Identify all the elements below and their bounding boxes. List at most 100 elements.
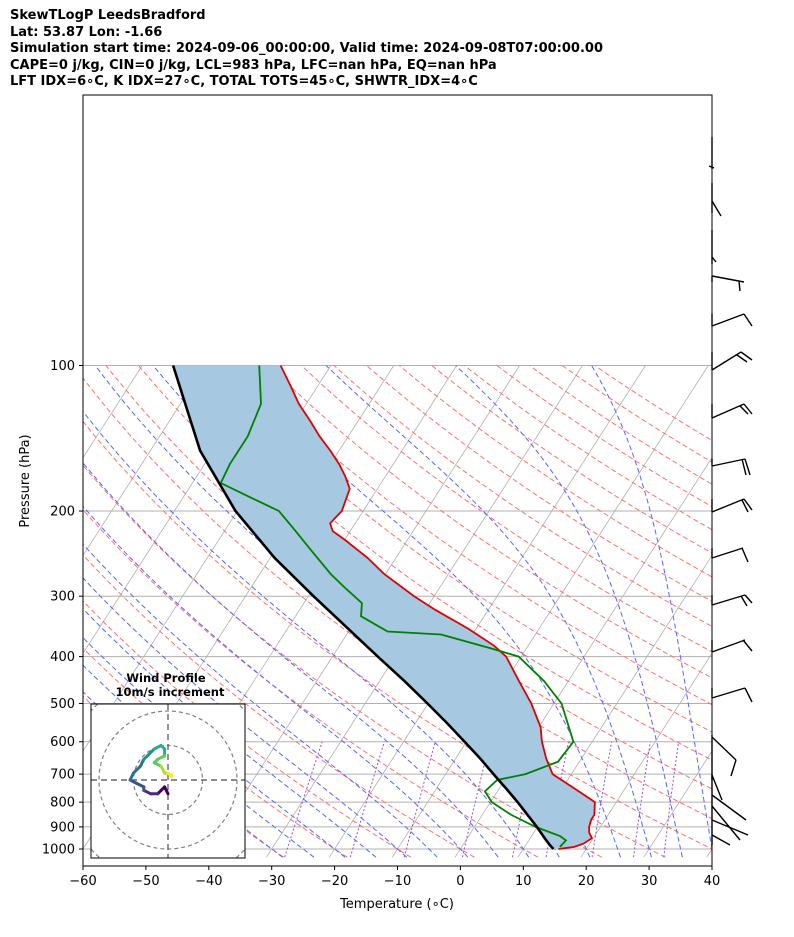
x-tick-label: 20	[578, 874, 595, 889]
dry-adiabat	[83, 554, 475, 858]
x-tick-label: −50	[132, 874, 159, 889]
dry-adiabat	[138, 365, 712, 790]
y-tick-label: 700	[50, 768, 75, 783]
hodograph-segment	[145, 747, 156, 758]
mixing-ratio-line	[461, 741, 491, 858]
isotherm--100	[83, 365, 143, 459]
mixing-ratio-line	[284, 741, 323, 858]
x-axis-title: Temperature (∘C)	[339, 897, 454, 912]
moist-adiabat	[83, 462, 499, 858]
wind-barb-flag	[711, 819, 749, 836]
hodograph-segment	[156, 785, 167, 796]
wind-barb-flag	[711, 313, 745, 327]
dry-adiabat	[83, 600, 412, 858]
y-tick-label: 100	[50, 359, 75, 374]
dry-adiabat	[529, 365, 712, 485]
wind-barb-flag	[744, 594, 753, 604]
wind-barb-flag	[711, 794, 747, 821]
parcel-line	[171, 365, 555, 850]
mixing-ratio-line	[545, 741, 569, 858]
isotherm--20	[328, 365, 646, 858]
hodograph-subtitle: 10m/s increment	[116, 685, 225, 699]
x-tick-label: −60	[69, 874, 96, 889]
cin-shading	[173, 365, 595, 849]
moist-adiabat	[227, 365, 622, 858]
wind-barb-flag	[742, 639, 753, 652]
x-tick-label: −30	[258, 874, 285, 889]
chart-title: SkewTLogP LeedsBradford	[10, 8, 206, 23]
stability-indices-line: LFT IDX=6∘C, K IDX=27∘C, TOTAL TOTS=45∘C…	[10, 74, 478, 89]
y-axis: 100 200 300 400 500 600 700 800 900 1000	[42, 359, 83, 858]
wind-barb-flag	[711, 639, 746, 653]
moist-adiabat	[83, 543, 438, 858]
dry-adiabat	[203, 365, 712, 733]
isotherm-20	[580, 652, 712, 858]
dry-adiabat	[366, 365, 712, 602]
isotherm-50	[770, 366, 794, 858]
wind-barb-flag	[741, 499, 749, 513]
wind-barb-flag	[711, 834, 731, 846]
moist-adiabat	[83, 577, 408, 858]
y-axis-title: Pressure (hPa)	[18, 434, 33, 527]
hodograph-inset: Wind Profile 10m/s increment	[90, 671, 246, 859]
y-tick-label: 300	[50, 590, 75, 605]
wind-barbs	[708, 137, 753, 846]
wind-barb-flag	[711, 200, 722, 217]
hodograph-plot	[91, 704, 245, 858]
location-line: Lat: 53.87 Lon: -1.66	[10, 24, 163, 40]
wind-barb-flag	[743, 313, 753, 327]
dry-adiabat	[170, 365, 712, 761]
chart-header: SkewTLogP LeedsBradford Lat: 53.87 Lon: …	[10, 8, 603, 91]
dry-adiabat	[398, 365, 712, 578]
wind-barb-flag	[743, 403, 753, 415]
dry-adiabat	[561, 365, 712, 463]
y-tick-label: 500	[50, 697, 75, 712]
x-tick-label: −40	[195, 874, 222, 889]
wind-barb-flag	[711, 774, 723, 801]
hodograph-frame	[90, 703, 246, 859]
y-tick-label: 900	[50, 820, 75, 835]
isotherm--110	[0, 366, 79, 858]
wind-barb-flag	[711, 458, 746, 467]
wind-barb-flag	[711, 351, 742, 371]
dry-adiabat	[235, 365, 712, 706]
isotherm--120	[0, 366, 16, 858]
moist-adiabat	[83, 410, 530, 858]
moist-adiabat	[591, 365, 712, 853]
mixing-ratio-line	[633, 741, 651, 858]
y-tick-label: 400	[50, 650, 75, 665]
wind-barb-flag	[711, 736, 737, 761]
dry-adiabat	[83, 420, 666, 858]
temperature-line	[279, 365, 596, 850]
wind-barb-flag	[711, 805, 741, 841]
hodograph-segment	[132, 764, 142, 775]
wind-barb-flag	[740, 351, 753, 361]
x-tick-label: 40	[704, 874, 721, 889]
x-axis: −60 −50 −40 −30 −20 −10 0 10 20 30 40	[69, 866, 720, 889]
x-tick-label: 10	[515, 874, 532, 889]
wind-barb-flag	[711, 256, 717, 263]
profile-layer	[171, 365, 596, 850]
isotherm-40	[706, 848, 712, 858]
dry-adiabat	[594, 365, 712, 442]
y-tick-label: 1000	[42, 843, 75, 858]
wind-barb-flag	[730, 759, 737, 777]
wind-barb-flag	[711, 498, 745, 513]
wind-barb-flag	[739, 405, 749, 415]
isotherm-30	[643, 750, 712, 858]
wind-barb-flag	[736, 354, 748, 363]
wind-barb-flag	[711, 275, 745, 283]
wind-barb-flag	[743, 498, 753, 511]
x-tick-label: 30	[641, 874, 658, 889]
dry-adiabat	[301, 365, 712, 653]
convective-indices-line: CAPE=0 j/kg, CIN=0 j/kg, LCL=983 hPa, LF…	[10, 57, 497, 73]
y-tick-label: 800	[50, 796, 75, 811]
wind-barb-flag	[711, 687, 746, 699]
x-tick-label: −10	[384, 874, 411, 889]
y-tick-label: 600	[50, 735, 75, 750]
wind-barb-flag	[744, 687, 753, 703]
y-tick-label: 200	[50, 505, 75, 520]
simulation-time-line: Simulation start time: 2024-09-06_00:00:…	[10, 41, 603, 56]
dewpoint-line	[219, 365, 575, 848]
wind-barb-flag	[741, 458, 747, 476]
